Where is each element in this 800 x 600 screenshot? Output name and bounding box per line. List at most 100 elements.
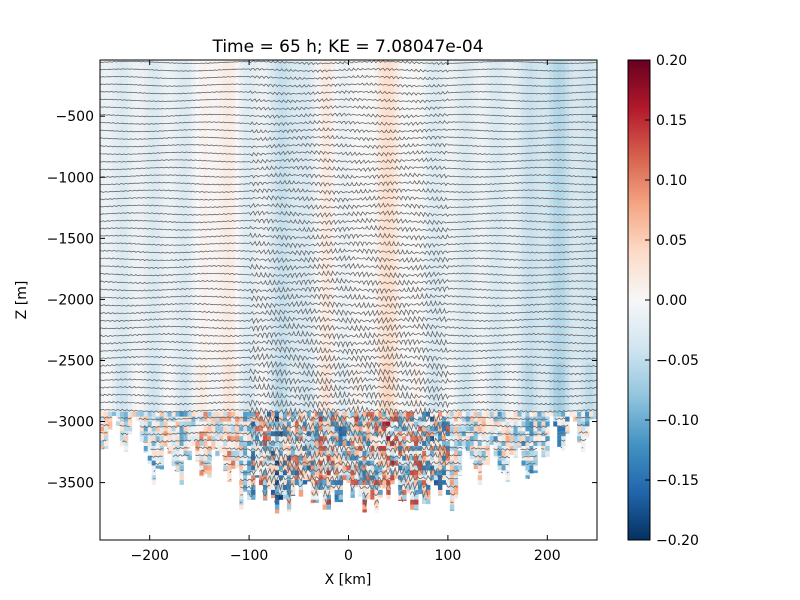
heatmap-cell <box>179 69 184 76</box>
heatmap-cell <box>270 441 276 447</box>
heatmap-cell <box>270 279 276 286</box>
heatmap-cell <box>151 328 157 334</box>
heatmap-cell <box>294 74 300 80</box>
heatmap-cell <box>127 167 133 173</box>
heatmap-cell <box>278 196 284 203</box>
heatmap-cell <box>207 475 212 478</box>
heatmap-cell <box>159 108 165 115</box>
heatmap-cell <box>163 338 168 344</box>
heatmap-cell <box>330 328 335 334</box>
heatmap-cell <box>243 348 248 354</box>
heatmap-cell <box>302 392 308 398</box>
heatmap-cell <box>270 211 276 217</box>
heatmap-cell <box>119 436 125 442</box>
heatmap-cell <box>215 94 220 100</box>
heatmap-cell <box>223 401 228 408</box>
heatmap-cell <box>298 348 304 354</box>
heatmap-cell <box>115 69 121 76</box>
heatmap-cell <box>306 333 312 339</box>
heatmap-cell <box>100 353 105 359</box>
heatmap-cell <box>223 387 228 393</box>
heatmap-cell <box>243 216 248 222</box>
heatmap-cell <box>100 69 105 76</box>
heatmap-cell <box>100 284 105 291</box>
heatmap-cell <box>266 314 272 320</box>
heatmap-cell <box>195 367 200 374</box>
heatmap-cell <box>155 304 161 310</box>
heatmap-cell <box>199 84 204 90</box>
heatmap-cell <box>167 392 172 398</box>
heatmap-cell <box>171 465 176 467</box>
heatmap-cell <box>155 108 161 115</box>
heatmap-cell <box>167 441 172 447</box>
heatmap-cell <box>143 299 149 305</box>
heatmap-cell <box>203 143 208 149</box>
heatmap-cell <box>155 235 161 242</box>
heatmap-cell <box>159 182 165 188</box>
heatmap-cell <box>211 387 216 393</box>
heatmap-cell <box>123 143 129 149</box>
heatmap-cell <box>195 230 200 237</box>
heatmap-cell <box>147 397 153 403</box>
heatmap-cell <box>294 323 300 330</box>
heatmap-cell <box>274 118 280 124</box>
heatmap-cell <box>247 494 252 500</box>
heatmap-cell <box>330 216 335 222</box>
heatmap-cell <box>127 187 133 193</box>
heatmap-cell <box>211 69 216 76</box>
heatmap-cell <box>235 235 240 242</box>
heatmap-cell <box>171 94 176 100</box>
heatmap-cell <box>282 318 288 325</box>
heatmap-cell <box>167 84 172 90</box>
heatmap-cell <box>270 69 276 76</box>
heatmap-cell <box>251 172 256 178</box>
heatmap-cell <box>243 99 248 105</box>
heatmap-cell <box>314 494 320 501</box>
heatmap-cell <box>171 455 176 462</box>
heatmap-cell <box>159 94 165 100</box>
heatmap-cell <box>330 289 335 295</box>
heatmap-cell <box>286 123 292 129</box>
heatmap-cell <box>255 348 260 354</box>
heatmap-cell <box>219 157 224 163</box>
heatmap-cell <box>259 172 264 178</box>
heatmap-cell <box>314 460 320 466</box>
heatmap-cell <box>100 309 105 315</box>
heatmap-cell <box>127 304 133 310</box>
heatmap-cell <box>239 235 244 242</box>
heatmap-cell <box>274 69 280 76</box>
heatmap-cell <box>107 133 113 139</box>
heatmap-cell <box>266 309 272 315</box>
heatmap-cell <box>199 94 204 100</box>
heatmap-cell <box>255 133 260 139</box>
heatmap-cell <box>290 314 296 320</box>
heatmap-cell <box>175 377 180 383</box>
heatmap-cell <box>227 187 232 193</box>
heatmap-cell <box>107 289 113 295</box>
heatmap-cell <box>119 299 125 305</box>
heatmap-cell <box>115 260 121 266</box>
heatmap-cell <box>183 94 188 100</box>
heatmap-cell <box>131 411 137 418</box>
heatmap-cell <box>100 372 105 378</box>
heatmap-cell <box>143 240 149 247</box>
heatmap-cell <box>195 270 200 276</box>
heatmap-cell <box>183 328 188 334</box>
heatmap-cell <box>274 377 280 383</box>
heatmap-cell <box>266 299 272 305</box>
heatmap-cell <box>155 123 161 129</box>
heatmap-cell <box>326 284 332 291</box>
heatmap-cell <box>123 333 129 339</box>
heatmap-cell <box>187 255 192 261</box>
heatmap-cell <box>223 431 228 437</box>
heatmap-cell <box>286 118 292 124</box>
heatmap-cell <box>203 338 208 344</box>
heatmap-cell <box>191 406 196 413</box>
heatmap-cell <box>203 377 208 383</box>
heatmap-cell <box>255 177 260 183</box>
heatmap-cell <box>286 441 292 447</box>
heatmap-cell <box>231 216 236 222</box>
heatmap-cell <box>135 362 141 369</box>
heatmap-cell <box>251 460 256 466</box>
